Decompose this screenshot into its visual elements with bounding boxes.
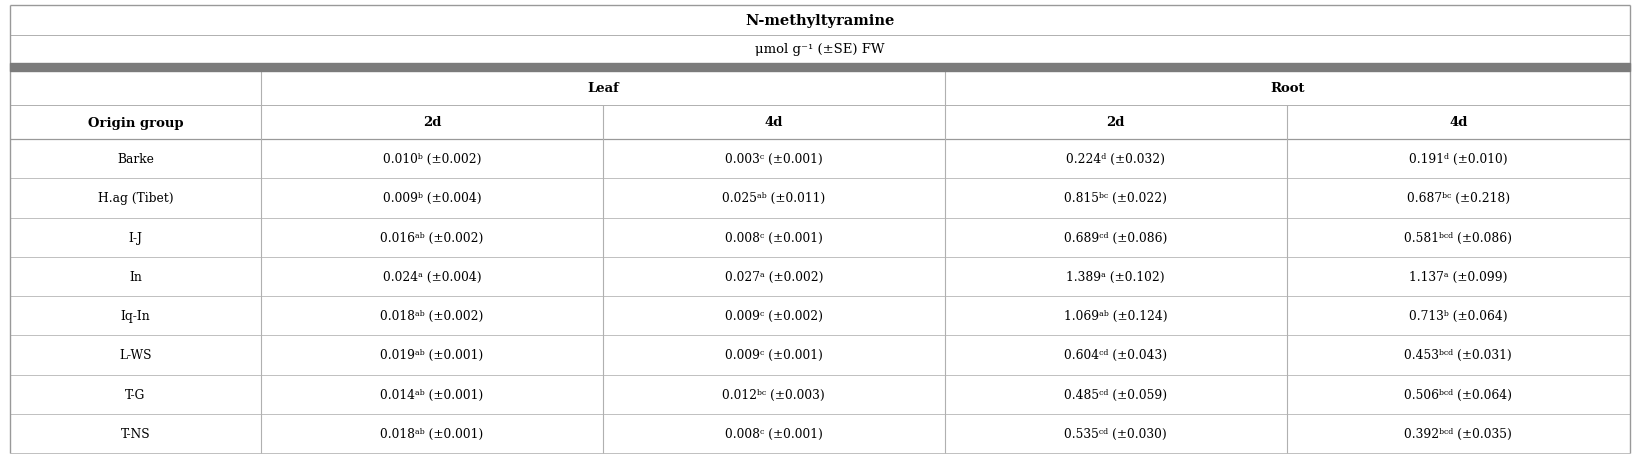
Text: 0.815ᵇᶜ (±0.022): 0.815ᵇᶜ (±0.022) [1064, 192, 1167, 205]
Text: 1.069ᵃᵇ (±0.124): 1.069ᵃᵇ (±0.124) [1064, 309, 1167, 322]
Text: 0.008ᶜ (±0.001): 0.008ᶜ (±0.001) [724, 427, 823, 440]
Text: 0.604ᶜᵈ (±0.043): 0.604ᶜᵈ (±0.043) [1064, 349, 1167, 362]
Text: 0.024ᵃ (±0.004): 0.024ᵃ (±0.004) [382, 270, 480, 283]
Text: 0.014ᵃᵇ (±0.001): 0.014ᵃᵇ (±0.001) [380, 388, 484, 401]
Text: μmol g⁻¹ (±SE) FW: μmol g⁻¹ (±SE) FW [756, 44, 883, 56]
Text: 0.003ᶜ (±0.001): 0.003ᶜ (±0.001) [724, 153, 823, 166]
Text: H.ag (Tibet): H.ag (Tibet) [98, 192, 174, 205]
Text: 4d: 4d [1449, 116, 1467, 129]
Text: 0.019ᵃᵇ (±0.001): 0.019ᵃᵇ (±0.001) [380, 349, 484, 362]
Text: Origin group: Origin group [87, 116, 184, 129]
Text: 2d: 2d [423, 116, 441, 129]
Text: 4d: 4d [764, 116, 782, 129]
Text: 0.012ᵇᶜ (±0.003): 0.012ᵇᶜ (±0.003) [723, 388, 824, 401]
Text: Iq-In: Iq-In [121, 309, 151, 322]
Text: 0.018ᵃᵇ (±0.001): 0.018ᵃᵇ (±0.001) [380, 427, 484, 440]
Text: 0.008ᶜ (±0.001): 0.008ᶜ (±0.001) [724, 231, 823, 244]
Text: 0.506ᵇᶜᵈ (±0.064): 0.506ᵇᶜᵈ (±0.064) [1403, 388, 1511, 401]
Text: 0.009ᶜ (±0.002): 0.009ᶜ (±0.002) [724, 309, 823, 322]
Text: 0.009ᶜ (±0.001): 0.009ᶜ (±0.001) [724, 349, 823, 362]
Bar [10, 64, 1629, 72]
Text: 1.389ᵃ (±0.102): 1.389ᵃ (±0.102) [1065, 270, 1164, 283]
Text: 0.713ᵇ (±0.064): 0.713ᵇ (±0.064) [1408, 309, 1506, 322]
Text: 0.687ᵇᶜ (±0.218): 0.687ᵇᶜ (±0.218) [1406, 192, 1510, 205]
Text: 0.016ᵃᵇ (±0.002): 0.016ᵃᵇ (±0.002) [380, 231, 484, 244]
Text: N-methyltyramine: N-methyltyramine [744, 14, 895, 28]
Text: Root: Root [1269, 82, 1305, 95]
Text: In: In [129, 270, 143, 283]
Text: Leaf: Leaf [587, 82, 618, 95]
Text: 0.191ᵈ (±0.010): 0.191ᵈ (±0.010) [1408, 153, 1506, 166]
Text: 0.224ᵈ (±0.032): 0.224ᵈ (±0.032) [1065, 153, 1164, 166]
Text: 0.535ᶜᵈ (±0.030): 0.535ᶜᵈ (±0.030) [1064, 427, 1167, 440]
Text: 0.689ᶜᵈ (±0.086): 0.689ᶜᵈ (±0.086) [1064, 231, 1167, 244]
Text: I-J: I-J [128, 231, 143, 244]
Text: 0.027ᵃ (±0.002): 0.027ᵃ (±0.002) [724, 270, 823, 283]
Text: 0.453ᵇᶜᵈ (±0.031): 0.453ᵇᶜᵈ (±0.031) [1403, 349, 1511, 362]
Text: 2d: 2d [1106, 116, 1124, 129]
Text: 0.025ᵃᵇ (±0.011): 0.025ᵃᵇ (±0.011) [721, 192, 824, 205]
Text: 1.137ᵃ (±0.099): 1.137ᵃ (±0.099) [1408, 270, 1506, 283]
Text: L-WS: L-WS [120, 349, 152, 362]
Text: 0.392ᵇᶜᵈ (±0.035): 0.392ᵇᶜᵈ (±0.035) [1403, 427, 1511, 440]
Text: T-NS: T-NS [121, 427, 151, 440]
Text: 0.009ᵇ (±0.004): 0.009ᵇ (±0.004) [382, 192, 480, 205]
Text: 0.010ᵇ (±0.002): 0.010ᵇ (±0.002) [382, 153, 480, 166]
Text: 0.485ᶜᵈ (±0.059): 0.485ᶜᵈ (±0.059) [1064, 388, 1167, 401]
Text: Barke: Barke [116, 153, 154, 166]
Text: 0.018ᵃᵇ (±0.002): 0.018ᵃᵇ (±0.002) [380, 309, 484, 322]
Text: T-G: T-G [125, 388, 146, 401]
Text: 0.581ᵇᶜᵈ (±0.086): 0.581ᵇᶜᵈ (±0.086) [1403, 231, 1511, 244]
